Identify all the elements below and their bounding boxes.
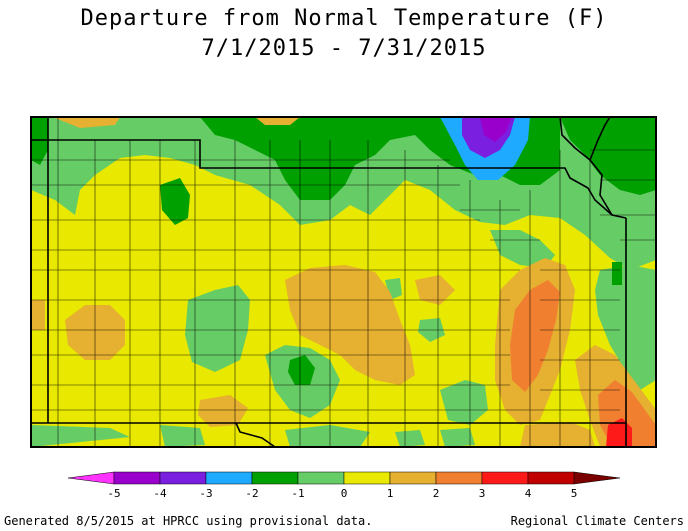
legend-label: 5 [571,487,578,500]
legend-bin [343,471,391,485]
legend-label: 4 [525,487,532,500]
legend-bin [389,471,437,485]
legend-bin [481,471,529,485]
legend-bin-high-arrow [573,471,621,485]
legend-label: -3 [199,487,212,500]
contour-violet [480,117,512,142]
map-area [30,116,657,448]
source-credit: Regional Climate Centers [510,514,684,528]
legend-bin [297,471,345,485]
state-boundaries [31,116,627,448]
legend-bin [527,471,575,485]
legend-bin [251,471,299,485]
legend-color-bar [67,471,621,485]
legend-label: -5 [107,487,120,500]
map-frame [30,116,657,448]
legend-label: 3 [479,487,486,500]
legend-bin [159,471,207,485]
legend-bin [113,471,161,485]
legend-bin [205,471,253,485]
legend-label: 1 [387,487,394,500]
legend-label: 0 [341,487,348,500]
legend-label: 2 [433,487,440,500]
legend-label: -2 [245,487,258,500]
legend-label: -1 [291,487,304,500]
legend-label: -4 [153,487,167,500]
legend-bin-low-arrow [67,471,115,485]
legend-bin [435,471,483,485]
county-boundaries [31,117,656,447]
generated-note: Generated 8/5/2015 at HPRCC using provis… [4,514,373,528]
map-date-range: 7/1/2015 - 7/31/2015 [201,36,487,61]
map-title: Departure from Normal Temperature (F) [80,6,608,31]
legend-labels: -5 -4 -3 -2 -1 0 1 2 3 4 5 [107,487,577,500]
